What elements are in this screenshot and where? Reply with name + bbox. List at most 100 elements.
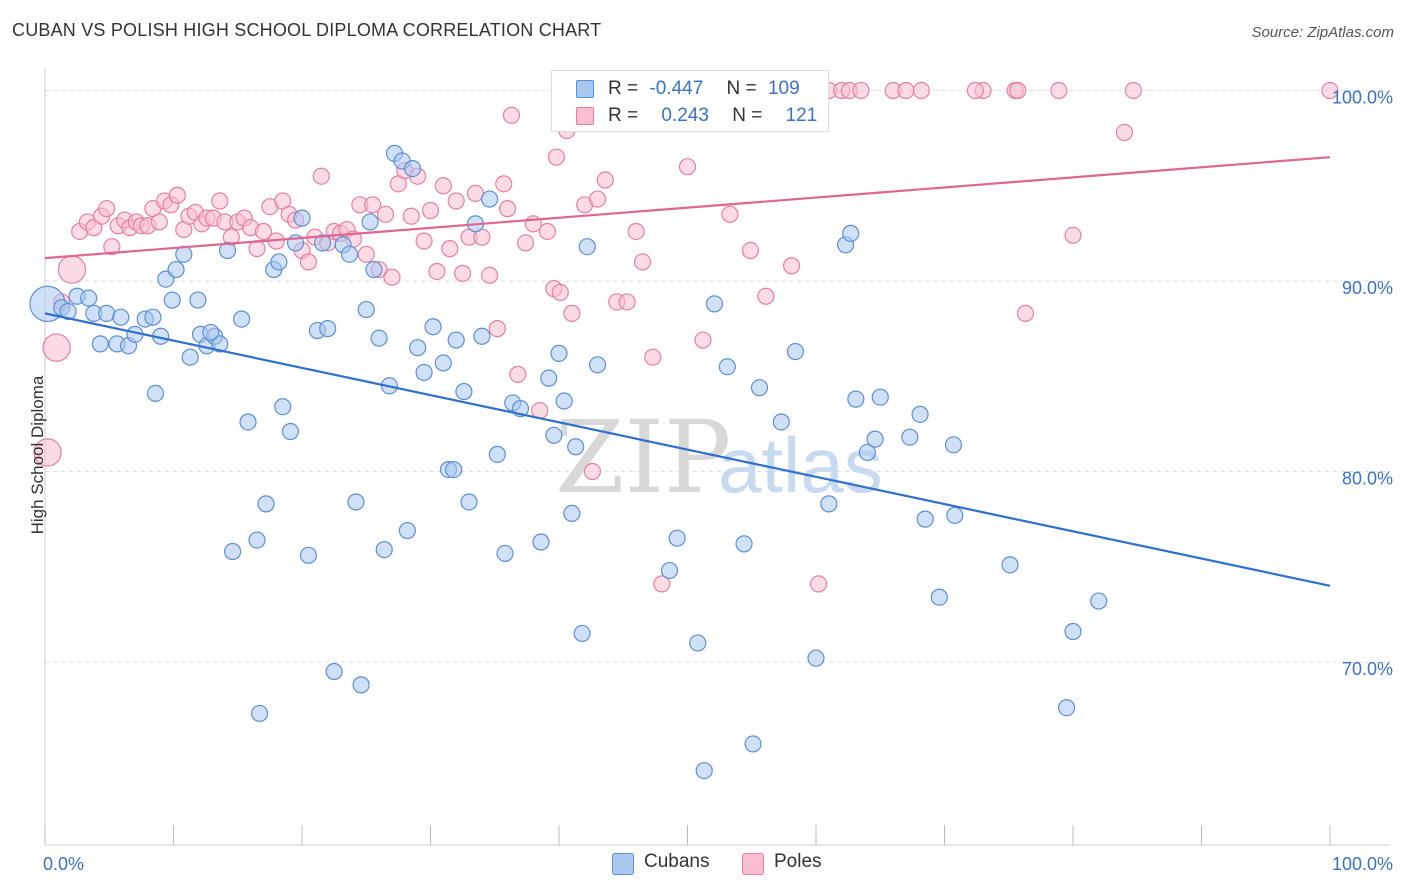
cubans-point-55 bbox=[403, 160, 422, 178]
cubans-point-9 bbox=[112, 308, 130, 326]
poles-point-59 bbox=[415, 232, 433, 250]
cubans-point-89 bbox=[744, 735, 762, 753]
cubans-point-49 bbox=[370, 329, 388, 347]
cubans-trend-line bbox=[44, 312, 1331, 587]
poles-point-74 bbox=[516, 234, 535, 252]
cubans-point-109 bbox=[1090, 592, 1108, 610]
poles-point-111 bbox=[897, 81, 915, 100]
cubans-r-label: R = bbox=[608, 78, 639, 99]
poles-point-64 bbox=[447, 192, 465, 210]
y-tick-label-1: 80.0% bbox=[1342, 469, 1393, 489]
cubans-point-63 bbox=[460, 493, 478, 511]
cubans-point-18 bbox=[167, 260, 185, 279]
cubans-point-75 bbox=[555, 392, 573, 410]
cubans-point-72 bbox=[540, 369, 558, 387]
poles-point-41 bbox=[299, 253, 318, 271]
poles-point-0 bbox=[33, 438, 62, 467]
poles-point-8 bbox=[98, 200, 116, 218]
cubans-point-4 bbox=[80, 289, 98, 307]
cubans-point-108 bbox=[1064, 622, 1082, 641]
cubans-point-71 bbox=[532, 533, 550, 551]
poles-point-88 bbox=[618, 293, 636, 311]
poles-n-label: N = bbox=[732, 105, 763, 126]
poles-point-91 bbox=[644, 348, 662, 366]
poles-point-62 bbox=[434, 177, 452, 195]
chart-title: CUBAN VS POLISH HIGH SCHOOL DIPLOMA CORR… bbox=[12, 20, 602, 40]
poles-point-60 bbox=[421, 201, 440, 220]
series-cubans bbox=[29, 144, 1108, 780]
cubans-point-113 bbox=[202, 323, 220, 342]
legend-cubans-swatch bbox=[612, 853, 634, 875]
cubans-point-29 bbox=[239, 413, 257, 431]
cubans-point-54 bbox=[398, 521, 416, 540]
gridlines bbox=[45, 90, 1390, 663]
cubans-r-value: -0.447 bbox=[649, 78, 704, 99]
cubans-point-68 bbox=[496, 544, 514, 563]
cubans-point-67 bbox=[488, 445, 506, 463]
cubans-point-28 bbox=[233, 310, 251, 328]
poles-point-104 bbox=[782, 257, 801, 275]
cubans-point-42 bbox=[325, 662, 343, 681]
x-tick-label-0: 0.0% bbox=[43, 854, 84, 874]
cubans-point-56 bbox=[409, 339, 427, 357]
poles-point-115 bbox=[1050, 81, 1068, 100]
poles-point-117 bbox=[1124, 81, 1142, 100]
poles-r-value: 0.243 bbox=[661, 105, 709, 126]
poles-point-125 bbox=[499, 200, 517, 218]
poles-point-86 bbox=[596, 171, 614, 189]
y-axis-label-wrap: High School Diploma bbox=[8, 360, 48, 560]
cubans-point-112 bbox=[270, 253, 288, 271]
x-tick-label-1: 100.0% bbox=[1332, 854, 1393, 874]
watermark: ZIP atlas bbox=[555, 399, 883, 516]
poles-point-98 bbox=[721, 205, 739, 223]
watermark-zip: ZIP bbox=[555, 399, 731, 516]
poles-point-119 bbox=[1009, 81, 1027, 100]
poles-point-81 bbox=[563, 304, 581, 322]
cubans-point-35 bbox=[281, 422, 300, 441]
cubans-point-110 bbox=[445, 460, 463, 479]
cubans-point-95 bbox=[842, 224, 860, 242]
poles-point-101 bbox=[741, 241, 760, 260]
poles-point-61 bbox=[428, 262, 446, 281]
cubans-point-37 bbox=[293, 209, 311, 227]
cubans-point-13 bbox=[144, 308, 162, 326]
poles-point-85 bbox=[588, 190, 607, 208]
cubans-point-101 bbox=[911, 405, 929, 423]
poles-r-label: R = bbox=[608, 105, 639, 126]
series-poles bbox=[33, 81, 1339, 593]
poles-point-27 bbox=[211, 192, 229, 210]
cubans-point-80 bbox=[588, 356, 607, 374]
cubans-point-96 bbox=[847, 390, 865, 408]
poles-point-34 bbox=[254, 222, 273, 241]
poles-point-20 bbox=[168, 186, 186, 204]
cubans-point-25 bbox=[211, 335, 229, 353]
y-axis-label: High School Diploma bbox=[28, 375, 47, 535]
poles-point-53 bbox=[376, 205, 395, 223]
poles-point-71 bbox=[495, 175, 513, 193]
cubans-point-21 bbox=[189, 291, 207, 309]
poles-swatch bbox=[576, 107, 594, 125]
cubans-point-98 bbox=[866, 430, 884, 448]
cubans-point-91 bbox=[786, 342, 805, 361]
poles-point-77 bbox=[538, 222, 557, 241]
poles-point-63 bbox=[441, 240, 459, 258]
poles-point-69 bbox=[481, 266, 499, 284]
cubans-swatch bbox=[576, 80, 594, 98]
cubans-point-47 bbox=[357, 300, 375, 319]
cubans-point-88 bbox=[750, 379, 769, 397]
watermark-atlas: atlas bbox=[718, 421, 883, 509]
cubans-point-17 bbox=[163, 291, 181, 309]
legend-cubans-label: Cubans bbox=[644, 851, 710, 872]
poles-point-121 bbox=[1016, 304, 1035, 322]
poles-point-54 bbox=[383, 268, 401, 286]
cubans-point-102 bbox=[916, 510, 934, 528]
cubans-point-20 bbox=[181, 348, 199, 366]
cubans-point-61 bbox=[447, 331, 465, 349]
cubans-point-62 bbox=[455, 382, 473, 401]
cubans-point-50 bbox=[375, 541, 393, 559]
cubans-point-97 bbox=[858, 443, 877, 462]
y-tick-label-2: 90.0% bbox=[1342, 278, 1393, 298]
poles-point-122 bbox=[653, 575, 671, 593]
legend-poles-swatch bbox=[742, 853, 764, 875]
